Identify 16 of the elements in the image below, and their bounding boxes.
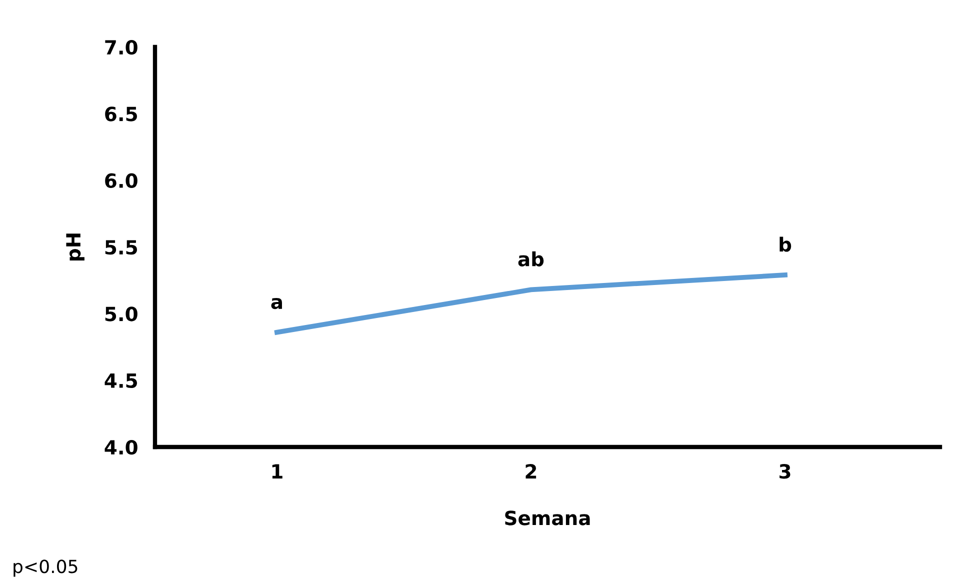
y-tick-label: 5.5: [105, 240, 137, 255]
y-tick-label: 6.0: [105, 173, 138, 188]
annotation: a: [271, 298, 282, 310]
x-tick-label: 3: [780, 464, 790, 479]
y-tick-label: 5.0: [105, 306, 138, 322]
y-tick-label: 4.5: [104, 374, 137, 388]
y-tick-label: 6.5: [105, 106, 137, 122]
y-axis-title: pH: [66, 234, 84, 260]
x-axis-title: Semana: [505, 510, 590, 526]
text: p<0.05: [14, 560, 78, 577]
annotation: b: [780, 236, 792, 252]
y-tick-label: 4.0: [104, 440, 138, 455]
x-tick-label: 2: [526, 464, 536, 478]
annotation: ab: [518, 251, 544, 266]
x-tick-label: 1: [272, 464, 282, 478]
y-tick-label: 7.0: [105, 40, 138, 55]
